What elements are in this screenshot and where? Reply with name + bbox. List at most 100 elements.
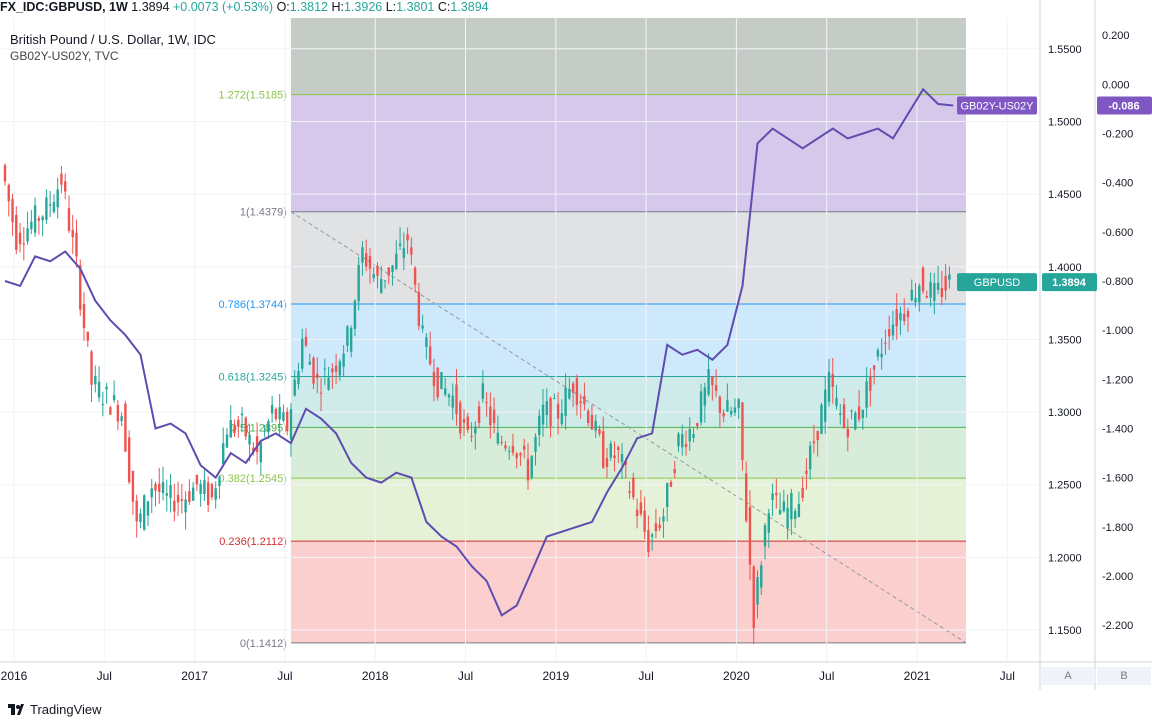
- time-tick-label: 2016: [1, 669, 28, 683]
- candle-body: [425, 337, 428, 347]
- candle-body: [94, 375, 97, 385]
- candle-body: [688, 428, 691, 442]
- last-price: 1.3894: [131, 0, 170, 14]
- spread-tick-label: -0.200: [1102, 129, 1133, 141]
- candle-body: [481, 383, 485, 399]
- candle-body: [745, 473, 748, 521]
- candle-body: [571, 383, 575, 393]
- candle-body: [165, 493, 168, 496]
- candle-body: [71, 229, 74, 238]
- candle-body: [41, 216, 44, 221]
- candle-body: [590, 415, 594, 430]
- main-series-legend[interactable]: British Pound / U.S. Dollar, 1W, IDC: [10, 32, 216, 47]
- fib-level-label: 0(1.1412): [240, 638, 287, 650]
- candle-body: [75, 232, 78, 257]
- candle-body: [556, 403, 560, 419]
- fib-zone: [290, 94, 966, 212]
- candle-body: [161, 482, 165, 494]
- series-name-badge-label: GB02Y-US02Y: [961, 101, 1035, 113]
- auto-scale-toggle[interactable]: A: [1041, 667, 1095, 685]
- time-tick-label: 2018: [362, 669, 389, 683]
- candle-body: [820, 404, 823, 434]
- candle-body: [936, 282, 940, 290]
- candle-body: [568, 389, 571, 399]
- candle-body: [538, 415, 541, 435]
- candle-body: [929, 281, 932, 298]
- spread-line: [4, 87, 954, 617]
- spread-series-legend[interactable]: GB02Y-US02Y, TVC: [10, 49, 119, 63]
- candle-body: [79, 265, 82, 310]
- candle-body: [523, 445, 526, 450]
- candle-body: [267, 421, 270, 433]
- candle-body: [97, 381, 101, 398]
- candle-body: [760, 565, 763, 588]
- candle-body: [733, 407, 737, 413]
- candle-body: [583, 395, 586, 405]
- candle-body: [726, 400, 729, 412]
- candle-body: [116, 404, 120, 422]
- candle-body: [48, 204, 52, 206]
- candle-body: [462, 419, 466, 423]
- secondary-scale-toggle[interactable]: B: [1097, 667, 1151, 685]
- candle-body: [143, 495, 146, 530]
- spread-tick-label: -1.600: [1102, 473, 1133, 485]
- spread-tick-label: -0.800: [1102, 276, 1133, 288]
- candle-body: [504, 445, 507, 449]
- candle-body: [22, 243, 26, 245]
- candle-body: [90, 351, 93, 385]
- candle-body: [684, 443, 688, 448]
- candle-body: [681, 434, 684, 448]
- fib-level-label: 0.786(1.3744): [218, 299, 287, 311]
- candle-body: [127, 437, 131, 483]
- candle-body: [921, 267, 925, 292]
- candle-body: [455, 384, 458, 415]
- candle-body: [650, 534, 654, 537]
- grid: [0, 18, 1040, 662]
- price-tick-label: 1.5000: [1048, 116, 1082, 128]
- candle-body: [372, 274, 375, 279]
- fib-zone-top: [290, 18, 966, 95]
- candle-body: [131, 470, 135, 502]
- candle-body: [575, 378, 579, 405]
- candle-body: [876, 350, 880, 357]
- candle-body: [699, 391, 703, 423]
- spread-tick-label: 0.200: [1102, 30, 1130, 42]
- candle-body: [233, 425, 236, 434]
- price-tick-label: 1.4500: [1048, 189, 1082, 201]
- candle-body: [365, 253, 368, 267]
- candle-body: [248, 434, 251, 445]
- candle-body: [353, 300, 357, 329]
- candle-body: [86, 331, 89, 341]
- price-change: +0.0073 (+0.53%): [173, 0, 274, 14]
- candle-body: [703, 387, 707, 406]
- candle-body: [459, 402, 462, 434]
- tradingview-brand[interactable]: TradingView: [8, 702, 102, 717]
- spread-tick-label: -1.200: [1102, 374, 1133, 386]
- candle-body: [816, 430, 819, 441]
- candle-body: [530, 456, 533, 478]
- candle-body: [154, 483, 157, 491]
- candle-body: [206, 482, 210, 505]
- candle-body: [872, 365, 876, 370]
- candle-body: [440, 372, 443, 389]
- axes: 1.5500 1.5000 1.4500 1.4000 1.3500 1.3000 1.25…: [0, 0, 1152, 690]
- fibonacci-retracement[interactable]: 1.272(1.5185) 1(1.4379) 0.786(1.3744) 0.618…: [218, 18, 967, 650]
- candle-body: [850, 410, 853, 412]
- price-candles: [3, 163, 951, 645]
- candle-body: [293, 379, 296, 396]
- candle-body: [549, 398, 552, 427]
- candle-body: [895, 309, 898, 327]
- candle-body: [7, 184, 10, 202]
- series-name-badge-label: GBPUSD: [974, 277, 1021, 289]
- price-tick-label: 1.1500: [1048, 625, 1082, 637]
- candle-body: [101, 403, 105, 405]
- series-name-badge: [957, 96, 1037, 115]
- symbol-name[interactable]: FX_IDC:GBPUSD, 1W: [0, 0, 128, 14]
- candle-body: [436, 367, 439, 398]
- candle-body: [447, 394, 451, 398]
- candle-body: [632, 477, 635, 498]
- candle-body: [146, 501, 150, 516]
- spread-tick-label: -0.600: [1102, 227, 1133, 239]
- time-tick-label: Jul: [819, 669, 834, 683]
